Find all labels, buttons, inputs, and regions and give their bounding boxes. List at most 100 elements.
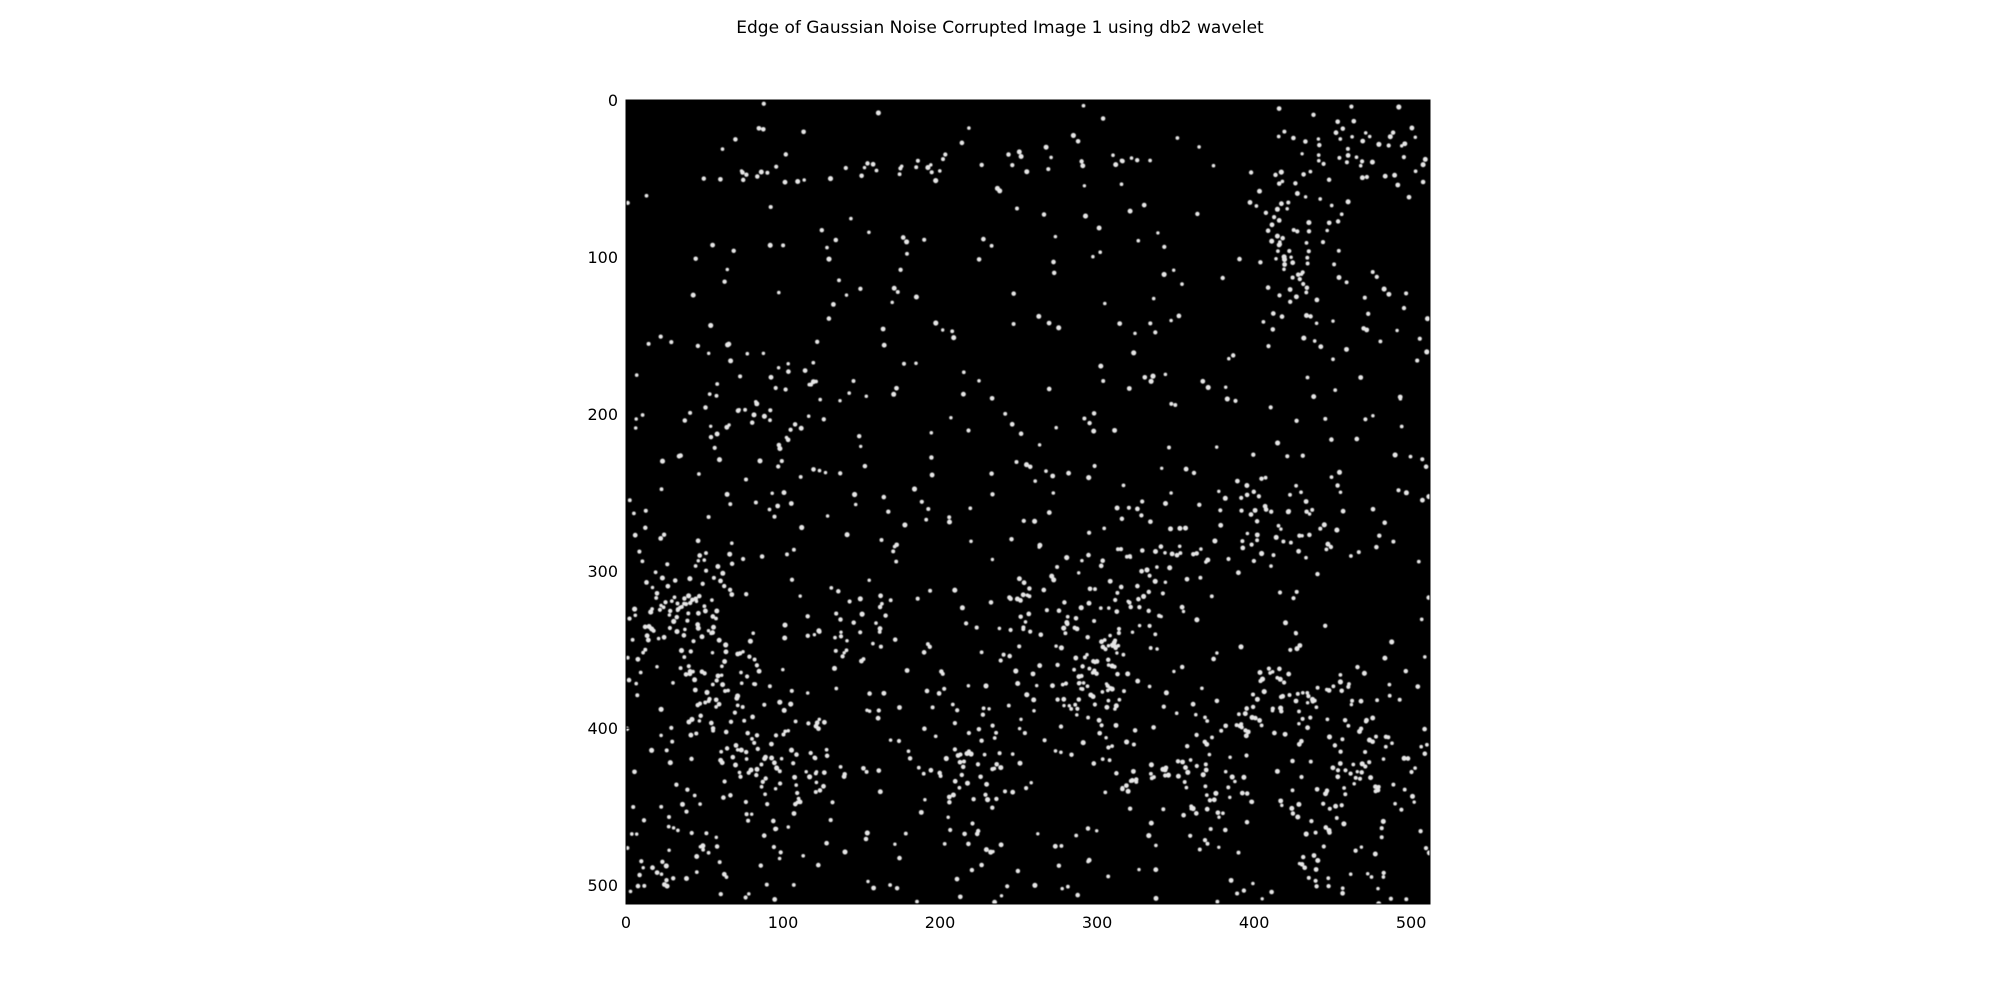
edge-point [1114, 771, 1119, 776]
edge-point [715, 564, 721, 569]
edge-point [1331, 357, 1335, 362]
edge-point [1228, 755, 1232, 760]
edge-point [1404, 291, 1409, 296]
edge-point [695, 625, 701, 631]
edge-point [1374, 734, 1378, 739]
edge-point [961, 370, 966, 375]
edge-point [918, 809, 924, 815]
edge-point [1259, 476, 1264, 481]
edge-point [897, 855, 902, 861]
edge-point [1037, 663, 1043, 669]
edge-point [781, 490, 787, 496]
edge-point [1105, 657, 1111, 663]
edge-point [710, 614, 716, 619]
edge-point [1153, 330, 1158, 335]
edge-point [1082, 213, 1089, 219]
edge-point [1240, 539, 1245, 544]
edge-point [1277, 590, 1283, 595]
edge-point [655, 665, 659, 669]
edge-point [785, 552, 789, 557]
edge-point [1137, 867, 1141, 872]
edge-point [976, 257, 982, 262]
edge-point [1393, 801, 1397, 806]
edge-point [1115, 590, 1120, 595]
edge-point [898, 267, 903, 272]
edge-point [1058, 724, 1064, 729]
edge-point [1336, 248, 1341, 253]
edge-point [740, 556, 746, 562]
edge-point [1415, 684, 1421, 689]
edge-point [770, 818, 776, 824]
edge-point [1008, 627, 1013, 633]
edge-point [992, 736, 997, 740]
edge-point [1027, 586, 1032, 591]
edge-point [1008, 596, 1013, 602]
edge-point [929, 170, 934, 175]
edge-point [768, 204, 773, 210]
edge-point [1295, 229, 1300, 234]
edge-point [1250, 692, 1256, 697]
edge-point [838, 398, 842, 403]
edge-point [1147, 684, 1152, 689]
edge-point [1204, 793, 1209, 797]
edge-point [714, 608, 720, 614]
edge-point [1288, 540, 1293, 545]
edge-point [892, 637, 898, 642]
edge-point [1254, 696, 1260, 702]
edge-point [642, 883, 647, 888]
edge-point [1339, 688, 1344, 694]
edge-point [1002, 789, 1008, 794]
edge-point [1093, 587, 1097, 592]
edge-point [814, 770, 819, 774]
edge-point [1308, 715, 1313, 720]
edge-point [1311, 112, 1316, 118]
edge-point [776, 365, 781, 370]
edge-point [1181, 609, 1186, 614]
edge-point [1006, 703, 1011, 708]
edge-point [1306, 693, 1311, 699]
edge-point [915, 596, 920, 601]
edge-point [1334, 527, 1340, 533]
edge-point [1413, 766, 1417, 770]
edge-point [779, 459, 784, 464]
edge-point [815, 862, 821, 868]
edge-point [715, 673, 721, 679]
edge-point [1294, 418, 1299, 423]
edge-point [725, 342, 731, 348]
edge-point [1351, 118, 1357, 124]
edge-point [834, 686, 839, 691]
edge-point [842, 849, 848, 855]
edge-point [644, 580, 649, 585]
edge-point [1079, 159, 1084, 164]
edge-point [765, 802, 770, 807]
edge-point [764, 882, 769, 887]
edge-point [1098, 563, 1104, 569]
edge-point [1195, 211, 1200, 217]
edge-point [1308, 169, 1313, 174]
edge-point [667, 760, 673, 766]
edge-point [1203, 784, 1208, 789]
edge-point [774, 164, 779, 169]
edge-point [1305, 701, 1310, 705]
edge-point [894, 542, 900, 548]
edge-point [661, 882, 667, 887]
edge-point [775, 503, 781, 509]
edge-point [1420, 162, 1426, 168]
edge-point [791, 882, 796, 887]
edge-point [1087, 586, 1093, 592]
edge-point [1152, 578, 1158, 584]
edge-point [1180, 759, 1185, 765]
edge-point [743, 799, 749, 805]
edge-point [1381, 286, 1387, 292]
edge-point [1067, 703, 1072, 708]
edge-point [643, 508, 648, 513]
edge-point [1416, 559, 1421, 564]
edge-point [1100, 558, 1106, 564]
edge-point [1357, 729, 1362, 734]
edge-point [1140, 499, 1145, 504]
edge-point [1266, 666, 1271, 671]
edge-point [708, 322, 714, 328]
edge-point [1331, 319, 1335, 323]
edge-point [1118, 584, 1124, 590]
